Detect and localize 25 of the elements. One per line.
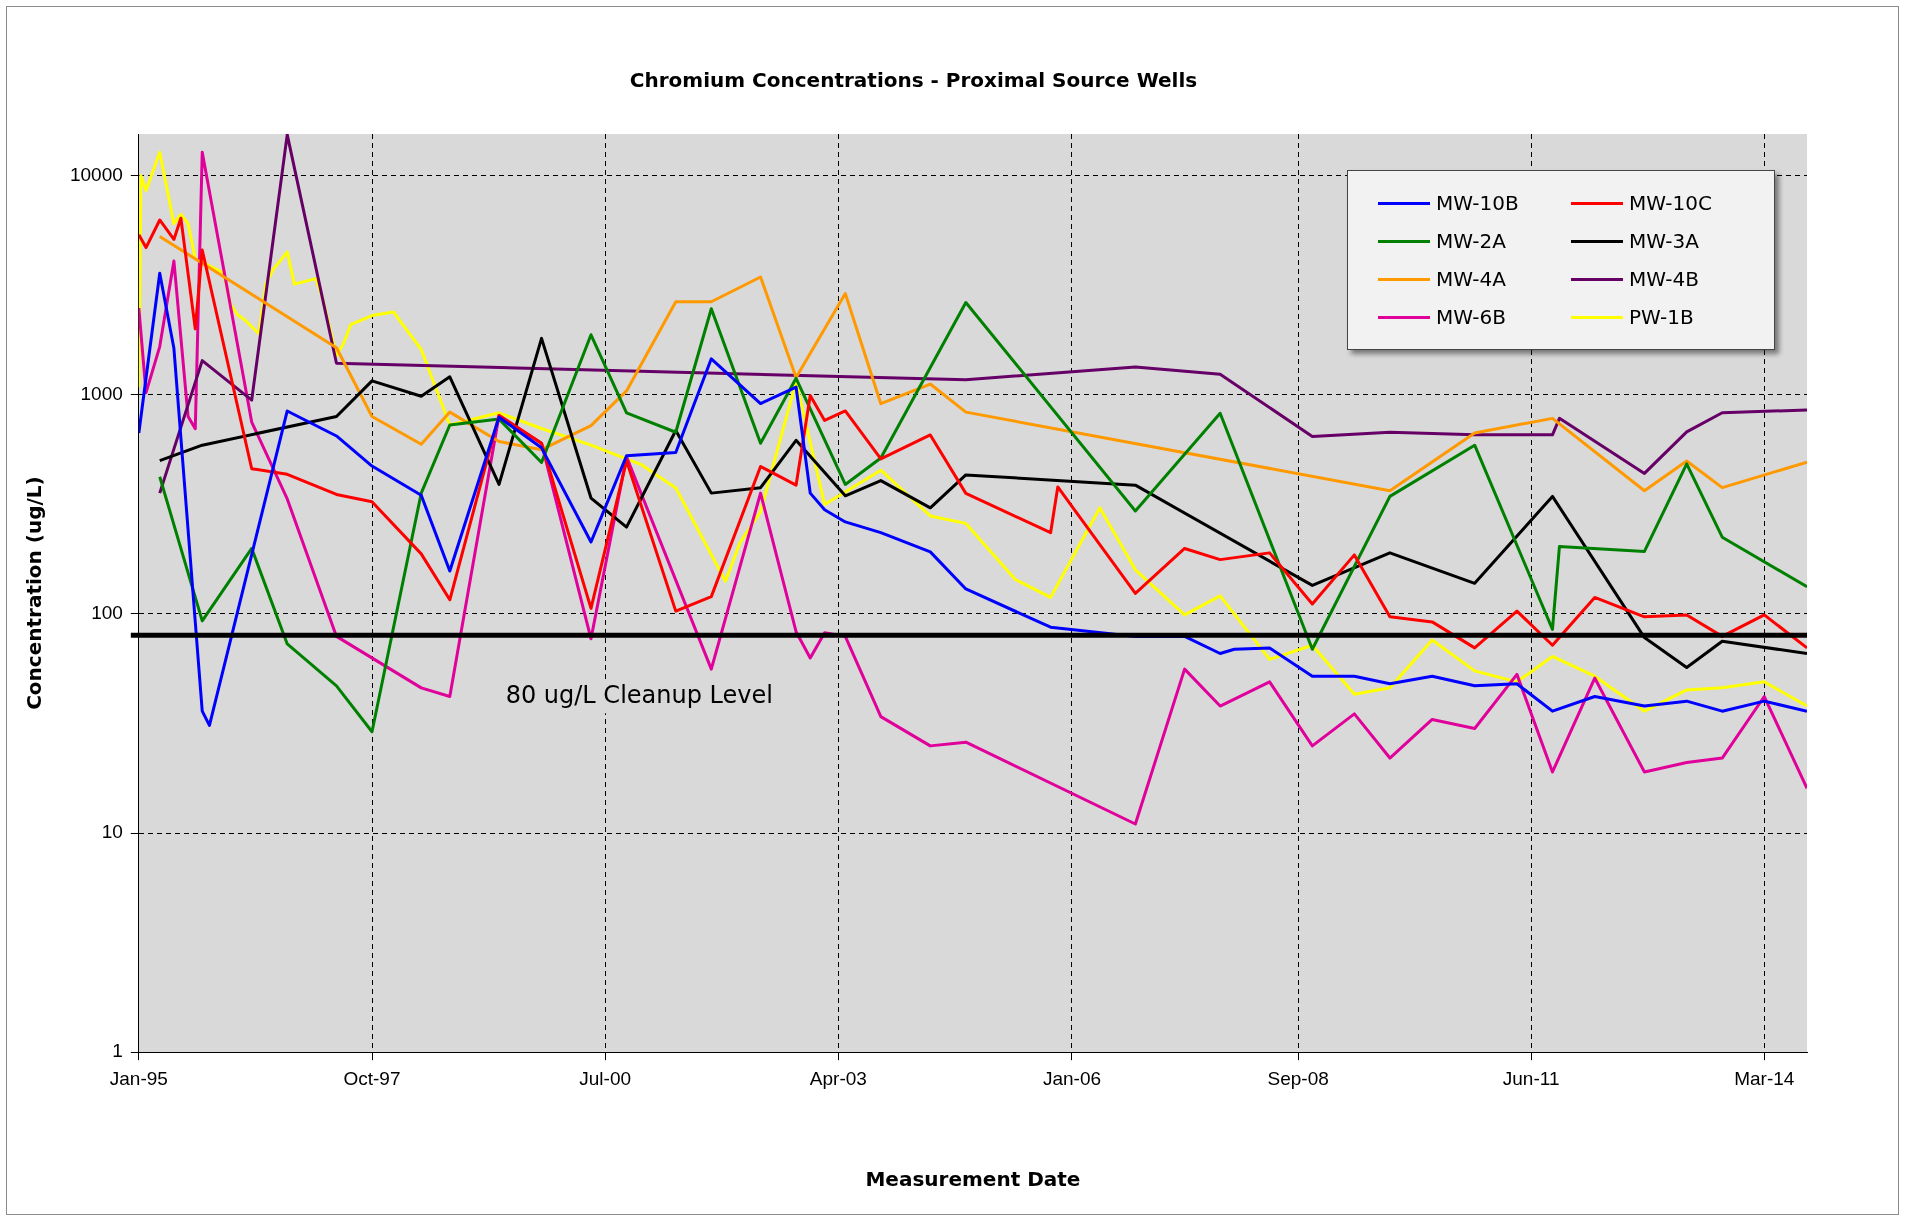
x-tick-label: Jan-95 — [109, 1067, 168, 1089]
y-tick-label: 100 — [91, 602, 123, 624]
legend-label: MW-4B — [1629, 267, 1699, 291]
legend-label: MW-3A — [1629, 229, 1699, 253]
legend-label: MW-2A — [1436, 229, 1506, 253]
y-tick-label: 1000 — [80, 383, 123, 405]
legend-label: MW-4A — [1436, 267, 1506, 291]
y-tick-label: 1 — [112, 1040, 123, 1062]
y-tick-label: 10000 — [69, 163, 123, 185]
x-tick-label: Jun-11 — [1502, 1067, 1560, 1089]
y-tick-label: 10 — [101, 821, 123, 843]
x-tick-label: Oct-97 — [343, 1067, 401, 1089]
chart-title: Chromium Concentrations - Proximal Source Wells — [629, 68, 1198, 93]
x-tick-label: Sep-08 — [1267, 1067, 1329, 1089]
legend-label: PW-1B — [1629, 305, 1694, 329]
legend-label: MW-6B — [1436, 305, 1506, 329]
x-axis-title: Measurement Date — [865, 1167, 1081, 1192]
x-tick-label: Apr-03 — [809, 1067, 867, 1089]
x-tick-label: Jan-06 — [1042, 1067, 1102, 1089]
legend-label: MW-10C — [1629, 191, 1712, 215]
x-tick-label: Jul-00 — [579, 1067, 632, 1089]
y-axis-title: Concentration (ug/L) — [22, 476, 47, 710]
x-tick-label: Mar-14 — [1734, 1067, 1795, 1089]
legend-label: MW-10B — [1436, 191, 1519, 215]
ref-line-label: 80 ug/L Cleanup Level — [505, 681, 773, 710]
